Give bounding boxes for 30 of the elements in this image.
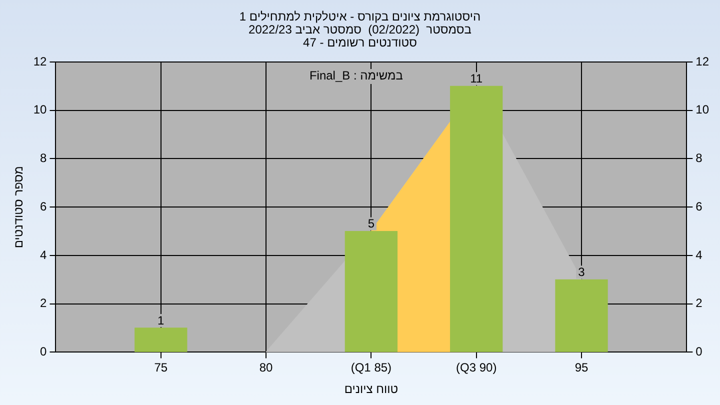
y2-tick-label: 10 <box>696 102 710 117</box>
x-tick-label: (Q1 85) <box>350 360 392 375</box>
y-tick-label: 8 <box>40 151 48 166</box>
data-label: 3 <box>578 264 586 279</box>
data-label: 11 <box>470 71 483 86</box>
y-tick-label: 6 <box>40 199 48 214</box>
y2-tick-label: 2 <box>696 296 703 310</box>
y-axis-title: מספר סטודנטים <box>12 166 26 248</box>
y2-tick-label: 4 <box>696 248 703 262</box>
x-tick-label: 75 <box>154 360 168 375</box>
bar <box>344 230 398 352</box>
y2-tick-label: 0 <box>696 344 703 359</box>
bar <box>555 279 608 352</box>
y2-tick-label: 12 <box>696 54 710 68</box>
y-tick-label: 2 <box>40 296 48 310</box>
data-label: 1 <box>158 313 165 328</box>
y2-tick-label: 8 <box>696 151 703 166</box>
y-tick-label: 0 <box>40 344 48 359</box>
chart-title: היסטוגרמת ציונים בקורס - איטלקית למתחילים 1 בסמסטר (02/2022) סמסטר אביב 2022/23 סטודנטים רשומים - 47 <box>239 9 481 50</box>
x-tick-label: (Q3 90) <box>456 360 497 375</box>
bar <box>134 328 188 352</box>
x-tick-label: 80 <box>259 360 274 375</box>
data-label: 5 <box>368 216 375 231</box>
y2-tick-label: 6 <box>696 199 703 214</box>
y-tick-label: 12 <box>33 54 48 68</box>
annotation: במשימה : Final_B <box>309 68 403 82</box>
x-tick-label: 95 <box>574 360 588 375</box>
x-axis-title: טווח ציונים <box>344 382 398 396</box>
y-tick-label: 10 <box>33 102 48 117</box>
y-tick-label: 4 <box>40 248 48 262</box>
